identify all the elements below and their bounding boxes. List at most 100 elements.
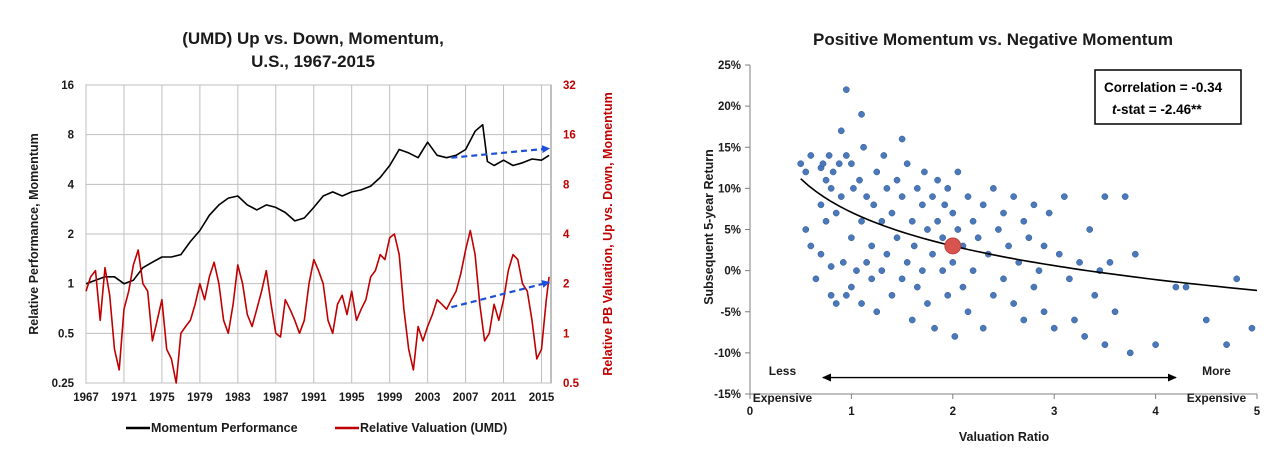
scatter-point: [1030, 201, 1038, 209]
scatter-point: [1040, 308, 1048, 316]
left-y-axis-label: Relative Performance, Momentum: [27, 133, 41, 334]
scatter-point: [1101, 341, 1109, 348]
scatter-point: [979, 324, 987, 332]
scatter-point: [1091, 291, 1099, 299]
valuation-scatter-chart: Positive Momentum vs. Negative Momentum …: [702, 30, 1261, 444]
right-y-tick-label: 0%: [724, 266, 741, 278]
scatter-point: [888, 209, 896, 217]
scatter-point: [870, 201, 878, 209]
scatter-point: [1020, 316, 1028, 324]
left-y2-tick-label: 4: [563, 229, 570, 241]
scatter-point: [807, 152, 815, 159]
stats-correlation: Correlation = -0.34: [1104, 80, 1223, 95]
scatter-point: [934, 217, 941, 225]
left-legend: Momentum Performance Relative Valuation …: [126, 421, 507, 435]
scatter-point: [832, 209, 840, 217]
scatter-point: [974, 234, 982, 242]
scatter-point: [944, 185, 952, 192]
scatter-point: [1106, 259, 1114, 266]
annot-more-line-1: More: [1202, 364, 1231, 378]
scatter-point: [842, 291, 850, 299]
highlight-point: [944, 237, 962, 255]
left-y-ticks: 0.25 0.5 1 2 4 8 16: [52, 80, 75, 390]
scatter-point: [858, 217, 865, 225]
annot-less-line-2: Expensive: [753, 391, 813, 405]
left-x-tick-label: 1975: [149, 392, 175, 404]
scatter-point: [878, 267, 886, 274]
scatter-point: [802, 226, 810, 233]
scatter-point: [1172, 283, 1180, 291]
left-x-tick-label: 1983: [225, 392, 251, 404]
scatter-point: [1101, 193, 1109, 200]
left-y2-tick-label: 8: [563, 179, 570, 191]
scatter-point: [797, 160, 805, 168]
scatter-point: [1126, 349, 1134, 357]
left-series-layer: [85, 123, 550, 384]
right-y-tick-label: 10%: [718, 183, 741, 195]
scatter-point: [954, 226, 962, 233]
scatter-point: [1071, 316, 1078, 324]
scatter-point: [1202, 316, 1210, 324]
right-x-tick-label: 3: [1051, 406, 1057, 418]
right-y-tick-label: 5%: [724, 225, 741, 237]
left-y2-tick-label: 16: [563, 130, 576, 142]
scatter-point: [1121, 193, 1129, 200]
scatter-point: [827, 263, 835, 270]
left-y-tick-label: 4: [68, 179, 75, 191]
right-x-ticks: 0 1 2 3 4 5: [747, 406, 1261, 418]
stats-tstat: t-stat = -2.46**: [1112, 102, 1202, 117]
left-x-tick-label: 2007: [453, 392, 479, 404]
stats-tstat-prefix: t: [1112, 102, 1117, 117]
scatter-point: [873, 168, 881, 176]
left-y-tick-label: 1: [68, 279, 75, 291]
scatter-point: [941, 201, 949, 209]
scatter-point: [873, 308, 881, 316]
scatter-point: [817, 250, 825, 258]
right-y-ticks: -15% -10% -5% 0% 5% 10% 15% 20% 25%: [714, 60, 741, 401]
left-y2-tick-label: 0.5: [563, 378, 580, 390]
left-y2-axis-label: Relative PB Valuation, Up vs. Down, Mome…: [601, 92, 615, 375]
left-y2-tick-label: 2: [563, 279, 569, 291]
scatter-point: [1020, 217, 1028, 225]
left-trend-arrow: [451, 280, 551, 309]
right-x-tick-label: 4: [1152, 406, 1159, 418]
scatter-point: [931, 324, 938, 332]
scatter-point: [817, 201, 825, 209]
scatter-point: [919, 267, 926, 274]
scatter-point: [858, 111, 865, 118]
stats-box: Correlation = -0.34 t-stat = -2.46**: [1094, 69, 1242, 125]
scatter-point: [848, 283, 855, 291]
scatter-point: [951, 333, 959, 340]
legend-label-momentum: Momentum Performance: [151, 421, 298, 435]
scatter-point: [837, 193, 845, 200]
scatter-point: [802, 168, 810, 176]
legend-label-valuation: Relative Valuation (UMD): [360, 421, 507, 435]
scatter-point: [1076, 259, 1083, 266]
scatter-point: [1111, 308, 1119, 316]
scatter-point: [898, 193, 906, 200]
scatter-point: [1182, 283, 1190, 291]
right-scatter-points: [797, 86, 1256, 357]
scatter-point: [969, 267, 977, 274]
scatter-point: [1035, 267, 1043, 274]
scatter-point: [898, 275, 906, 283]
right-y-tick-label: 20%: [718, 101, 741, 113]
left-y-tick-label: 0.25: [52, 378, 75, 390]
right-x-tick-label: 1: [848, 406, 855, 418]
scatter-point: [888, 291, 896, 299]
left-y-tick-label: 2: [68, 229, 74, 241]
scatter-point: [949, 209, 957, 217]
scatter-point: [1248, 324, 1256, 332]
scatter-point: [835, 160, 843, 168]
scatter-point: [822, 217, 830, 225]
scatter-point: [913, 283, 921, 291]
scatter-point: [880, 152, 888, 159]
left-y2-tick-label: 1: [563, 328, 570, 340]
left-plot-grid: [85, 84, 551, 384]
scatter-point: [1005, 242, 1012, 250]
scatter-point: [910, 242, 918, 250]
scatter-point: [979, 201, 987, 209]
scatter-point: [898, 135, 906, 143]
fit-curve-line: [800, 178, 1258, 292]
scatter-point: [825, 152, 833, 159]
